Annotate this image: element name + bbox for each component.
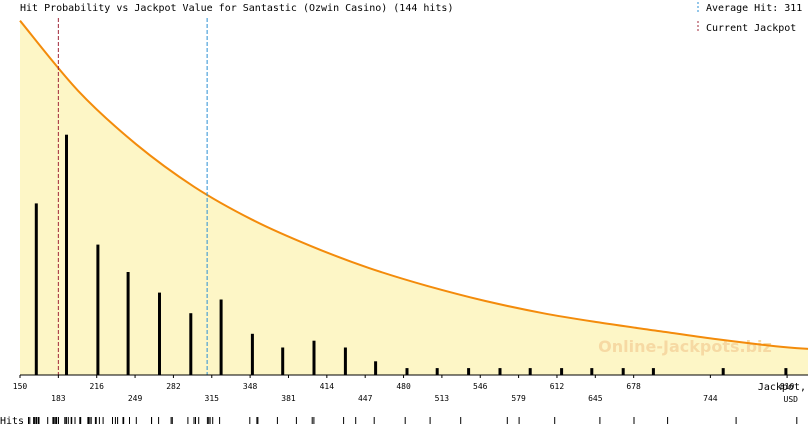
x-tick-label: 744 — [703, 394, 718, 403]
legend-average-label: Average Hit: 311 — [706, 3, 802, 14]
x-tick-label: 810 — [780, 382, 795, 391]
bar — [651, 368, 655, 375]
x-tick-label: 183 — [51, 394, 66, 403]
x-tick-label: 381 — [281, 394, 296, 403]
bar — [560, 368, 564, 375]
x-tick-label: 150 — [13, 382, 28, 391]
bar — [498, 368, 502, 375]
x-tick-label: 579 — [511, 394, 526, 403]
x-tick-label: 447 — [358, 394, 373, 403]
x-tick-label: 414 — [320, 382, 335, 391]
x-axis-label: Jackpot, — [758, 382, 806, 393]
x-tick-label: 282 — [166, 382, 181, 391]
bar — [374, 361, 378, 375]
hits-label: Hits — [0, 416, 24, 425]
bar — [435, 368, 439, 375]
x-tick-label: 249 — [128, 394, 143, 403]
bar — [281, 347, 285, 375]
x-tick-label: 315 — [205, 394, 220, 403]
x-tick-label: 480 — [396, 382, 411, 391]
bar — [528, 368, 532, 375]
bar — [65, 134, 68, 375]
bar — [219, 299, 223, 375]
bar — [784, 368, 788, 375]
x-tick-label: 546 — [473, 382, 488, 391]
bar — [96, 244, 100, 375]
chart-title: Hit Probability vs Jackpot Value for San… — [20, 3, 453, 14]
x-tick-label: 348 — [243, 382, 258, 391]
bars — [34, 134, 788, 375]
x-tick-label: 513 — [435, 394, 450, 403]
bar — [312, 340, 316, 375]
legend-current-label: Current Jackpot — [706, 23, 796, 34]
bar — [343, 347, 347, 375]
bar — [189, 313, 193, 375]
hits-rug — [28, 417, 798, 424]
x-tick-label: 216 — [89, 382, 104, 391]
probability-area-fill — [20, 20, 808, 375]
x-tick-label: 612 — [550, 382, 565, 391]
x-tick-label: 678 — [626, 382, 641, 391]
bar — [126, 272, 130, 375]
bar — [34, 203, 38, 375]
bar — [158, 292, 161, 375]
bar — [621, 368, 625, 375]
bar — [467, 368, 471, 375]
x-tick-label: 645 — [588, 394, 603, 403]
watermark: Online-Jackpots.biz — [598, 337, 772, 356]
bar — [405, 368, 409, 375]
bar — [590, 368, 594, 375]
x-axis-unit: USD — [784, 395, 799, 404]
bar — [721, 368, 725, 375]
bar — [250, 333, 254, 375]
probability-curve — [19, 20, 809, 350]
x-axis-ticks: 150 216 282 348 414 480 546 612 678 810 183 249 315 3… — [13, 375, 795, 403]
probability-area — [20, 20, 808, 375]
